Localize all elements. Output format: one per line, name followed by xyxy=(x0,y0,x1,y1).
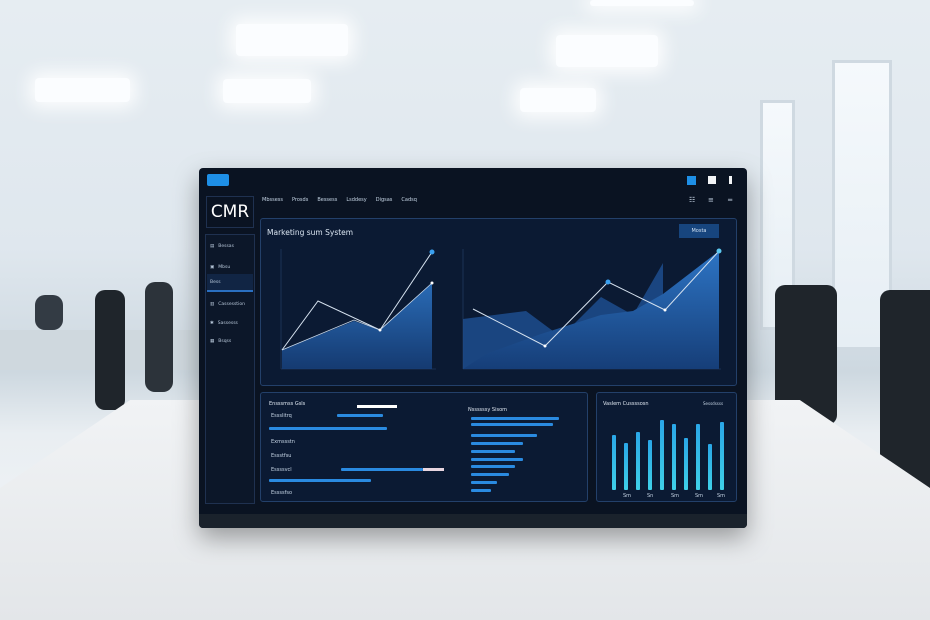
right-chart xyxy=(462,248,722,370)
bar xyxy=(337,414,383,417)
point xyxy=(605,279,611,285)
x-tick: Sn xyxy=(647,493,654,499)
sidebar-item[interactable]: ▣ Mbsu xyxy=(210,264,231,270)
nav-item[interactable]: Mbssess xyxy=(262,197,283,203)
sidebar-item-active[interactable]: Bess xyxy=(207,274,253,292)
bar xyxy=(660,420,664,490)
panel-link[interactable]: Sessdssss xyxy=(703,401,724,406)
list-item: Exmssstn xyxy=(271,439,295,445)
top-nav: Mbssess Prosds Bessess Lsddesy Digsas Ca… xyxy=(262,197,417,203)
bar xyxy=(612,435,616,490)
app-icon[interactable] xyxy=(207,174,229,186)
list-item: Essssvcl xyxy=(271,467,292,473)
panel-title: Vaslem Cussssosn xyxy=(603,401,649,407)
maximize-icon[interactable] xyxy=(708,176,716,184)
point xyxy=(663,308,667,312)
monitor-bezel xyxy=(199,514,747,528)
x-tick: Sm xyxy=(623,493,632,499)
bar xyxy=(684,438,688,490)
filter-icon[interactable]: ☷ xyxy=(689,196,696,204)
nav-item[interactable]: Lsddesy xyxy=(346,197,367,203)
ceiling-light xyxy=(35,78,130,102)
office-chair xyxy=(35,295,63,330)
bar xyxy=(636,432,640,490)
office-chair xyxy=(95,290,125,410)
main-title: Marketing sum System xyxy=(267,228,354,237)
bar-chart-panel: Vaslem Cussssosn Sessdssss Sm Sn Sm Sm S… xyxy=(596,392,737,502)
series-line xyxy=(281,251,433,351)
bar xyxy=(471,465,515,468)
line-charts xyxy=(280,248,722,370)
main-button[interactable]: Mosta xyxy=(679,224,719,238)
point xyxy=(543,344,547,348)
list-item: Essssfso xyxy=(271,490,293,496)
bar xyxy=(471,423,553,426)
area xyxy=(463,251,719,369)
ceiling-light xyxy=(520,88,596,112)
document-icon: ▤ xyxy=(210,243,215,249)
nav-item[interactable]: Cadsq xyxy=(401,197,417,203)
sidebar-item[interactable]: ▥ Cassesstion xyxy=(210,301,245,307)
bar xyxy=(269,479,371,482)
logo: CMR xyxy=(206,196,254,228)
bar xyxy=(708,444,712,490)
bar xyxy=(471,489,491,492)
chart-icon: ▣ xyxy=(210,264,215,270)
list-item: Essslitrq xyxy=(271,413,292,419)
list-icon[interactable]: ≡ xyxy=(708,196,714,204)
bar xyxy=(696,424,700,490)
panel-title: Nssssssy Sisom xyxy=(468,407,508,413)
bar xyxy=(341,468,423,471)
bar xyxy=(720,422,724,490)
bar-chart xyxy=(611,418,731,490)
monitor: CMR Mbssess Prosds Bessess Lsddesy Digsa… xyxy=(199,168,747,528)
hamburger-icon[interactable]: ═ xyxy=(728,196,733,204)
area xyxy=(282,283,432,369)
window-button[interactable] xyxy=(687,176,696,185)
ceiling-light xyxy=(590,0,694,6)
x-tick: Sm xyxy=(671,493,680,499)
bar xyxy=(471,417,559,420)
ceiling-light xyxy=(236,24,348,56)
bar xyxy=(471,473,509,476)
x-tick: Sm xyxy=(717,493,726,499)
nav-item[interactable]: Bessess xyxy=(317,197,338,203)
series-line xyxy=(281,282,433,351)
bar xyxy=(471,481,497,484)
bar xyxy=(624,443,628,490)
sidebar-item[interactable]: ▤ Bessas xyxy=(210,243,234,249)
ceiling-light xyxy=(223,79,311,103)
left-chart xyxy=(280,249,436,370)
progress-bar xyxy=(357,405,397,408)
sidebar-item[interactable]: ▦ Bsqss xyxy=(210,338,232,344)
main-chart-panel: Marketing sum System Mosta xyxy=(260,218,737,386)
bar xyxy=(471,458,523,461)
folder-icon: ▥ xyxy=(210,301,215,307)
bar xyxy=(269,427,387,430)
point xyxy=(716,248,722,254)
list-item: Essstfsu xyxy=(271,453,292,459)
nav-item[interactable]: Prosds xyxy=(291,197,309,203)
point xyxy=(378,328,382,332)
window xyxy=(832,60,892,350)
panel-title: Ensssmss Gsls xyxy=(269,401,306,407)
users-icon: ✱ xyxy=(210,320,214,326)
sidebar-item[interactable]: ✱ Sassesss xyxy=(210,320,238,326)
bar xyxy=(423,468,444,471)
x-tick: Sm xyxy=(695,493,704,499)
ceiling-light xyxy=(556,35,658,67)
goals-panel: Ensssmss Gsls Essslitrq Exmssstn Essstfs… xyxy=(260,392,588,502)
point xyxy=(430,281,434,285)
bar xyxy=(672,424,676,490)
bar xyxy=(471,450,515,453)
office-chair xyxy=(145,282,173,392)
point xyxy=(429,249,435,255)
nav-item[interactable]: Digsas xyxy=(375,197,393,203)
bar xyxy=(471,442,523,445)
clipboard-icon: ▦ xyxy=(210,338,215,344)
bar xyxy=(648,440,652,490)
office-chair xyxy=(880,290,930,490)
menu-icon[interactable] xyxy=(729,176,732,184)
bar xyxy=(471,434,537,437)
